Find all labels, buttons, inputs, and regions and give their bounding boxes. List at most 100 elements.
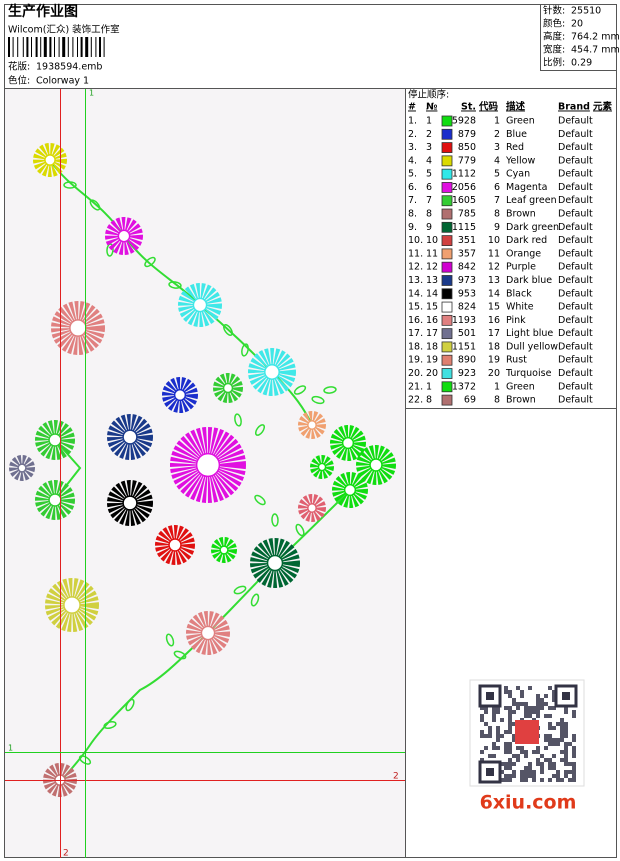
column-header: 描述 — [506, 101, 526, 113]
needle: 4 — [426, 155, 432, 166]
stitches: 1605 — [452, 195, 476, 206]
color-swatch — [441, 354, 453, 366]
design-file: 1938594.emb — [36, 62, 102, 73]
qr-module — [480, 758, 484, 762]
qr-module — [520, 774, 524, 778]
needle: 8 — [426, 395, 432, 406]
brand: Default — [558, 355, 593, 366]
stitches: 824 — [458, 302, 476, 313]
stitches: 785 — [458, 209, 476, 220]
qr-module — [524, 770, 528, 774]
table-title: 停止顺序: — [408, 89, 449, 101]
stitches: 953 — [458, 288, 476, 299]
flower-center — [317, 462, 327, 472]
needle: 8 — [426, 209, 432, 220]
qr-module — [508, 726, 512, 730]
flower-petals — [250, 538, 300, 588]
bar — [103, 37, 105, 57]
flower-center — [264, 364, 280, 380]
qr-module — [532, 778, 536, 782]
qr-module — [504, 742, 508, 746]
qr-module — [528, 686, 532, 690]
qr-module — [540, 762, 544, 766]
qr-module — [564, 706, 568, 710]
qr-module — [564, 742, 568, 746]
leaf — [234, 413, 242, 427]
bar — [62, 37, 66, 57]
code: 17 — [488, 328, 500, 339]
description: Red — [506, 142, 524, 153]
stat-label: 宽度: — [543, 44, 565, 56]
colorway: Colorway 1 — [36, 76, 89, 87]
qr-module — [496, 734, 500, 738]
flower-center — [63, 596, 81, 614]
brand: Default — [558, 288, 593, 299]
code: 9 — [494, 222, 500, 233]
qr-module — [556, 774, 560, 778]
qr-module — [540, 766, 544, 770]
description: Cyan — [506, 169, 530, 180]
flower-petals — [356, 445, 396, 485]
qr-module — [488, 726, 492, 730]
qr-module — [492, 714, 496, 718]
flower-petals — [35, 480, 75, 520]
needle: 13 — [426, 275, 438, 286]
row-index: 6. — [408, 182, 417, 193]
qr-module — [500, 770, 504, 774]
stitches: 923 — [458, 368, 476, 379]
needle: 6 — [426, 182, 432, 193]
code: 2 — [494, 129, 500, 140]
color-swatch — [441, 235, 453, 247]
qr-module — [520, 694, 524, 698]
qr-module — [492, 746, 496, 750]
row-index: 3. — [408, 142, 417, 153]
stitches: 842 — [458, 262, 476, 273]
qr-module — [512, 774, 516, 778]
qr-module — [512, 710, 516, 714]
qr-module — [540, 702, 544, 706]
bar — [54, 37, 55, 57]
description: Black — [506, 288, 532, 299]
stat-value: 764.2 mm — [571, 32, 620, 43]
qr-module — [500, 734, 504, 738]
guide-label: 2 — [393, 772, 399, 782]
code: 7 — [494, 195, 500, 206]
needle: 17 — [426, 328, 438, 339]
leaf — [63, 181, 77, 189]
row-index: 11. — [408, 248, 423, 259]
qr-module — [512, 738, 516, 742]
qr-module — [488, 734, 492, 738]
code: 8 — [494, 209, 500, 220]
qr-module — [536, 750, 540, 754]
qr-module — [552, 694, 556, 698]
qr-module — [560, 778, 564, 782]
watermark: 6xiu.com — [480, 792, 577, 814]
bar — [77, 37, 78, 57]
qr-module — [528, 710, 532, 714]
company: Wilcom(汇众) 装饰工作室 — [8, 24, 120, 36]
qr-module — [492, 706, 496, 710]
stitches: 357 — [458, 248, 476, 259]
qr-module — [560, 758, 564, 762]
qr-module — [516, 746, 520, 750]
needle: 19 — [426, 355, 438, 366]
qr-module — [572, 754, 576, 758]
qr-module — [512, 734, 516, 738]
qr-module — [572, 738, 576, 742]
flower-petals — [298, 411, 327, 440]
qr-module — [508, 730, 512, 734]
qr-module — [560, 718, 564, 722]
qr-module — [520, 750, 524, 754]
qr-module — [508, 762, 512, 766]
needle: 1 — [426, 116, 432, 127]
leaf — [89, 199, 101, 211]
code: 16 — [488, 315, 500, 326]
qr-module — [568, 742, 572, 746]
flower-center — [222, 382, 234, 394]
description: Dull yellow — [506, 341, 558, 352]
flower-center — [369, 458, 383, 472]
qr-module — [536, 762, 540, 766]
qr-module — [564, 750, 568, 754]
stitches: 973 — [458, 275, 476, 286]
qr-module — [564, 734, 568, 738]
